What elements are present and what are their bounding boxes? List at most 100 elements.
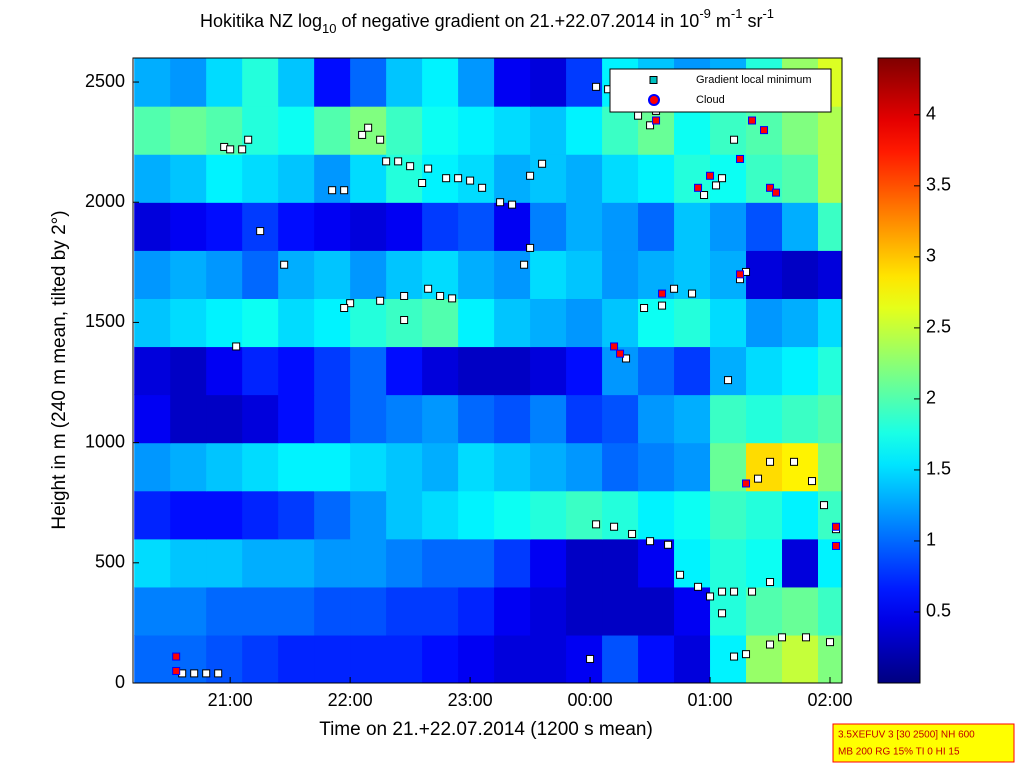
title-part: of negative gradient on 21.+22.07.2014 i… <box>337 11 700 31</box>
heat-cell <box>134 634 171 683</box>
legend-label: Gradient local minimum <box>696 74 812 86</box>
x-axis-label: Time on 21.+22.07.2014 (1200 s mean) <box>319 719 653 740</box>
heat-cell <box>566 634 603 683</box>
point <box>820 501 829 510</box>
point <box>340 304 349 312</box>
heat-cell <box>710 202 747 251</box>
heat-cell <box>494 442 531 492</box>
point <box>340 186 349 195</box>
heat-cell <box>602 202 639 251</box>
heat-cell <box>134 586 171 636</box>
point <box>832 522 841 531</box>
heat-cell <box>206 250 243 299</box>
heat-cell <box>566 586 603 636</box>
heat-cell <box>206 538 243 588</box>
heat-cell <box>674 346 711 396</box>
colorbar-tick-label: 1.5 <box>926 459 951 479</box>
plot-frame <box>132 57 843 684</box>
point <box>610 522 619 531</box>
heat-cell <box>782 250 819 299</box>
heat-cell <box>566 202 603 251</box>
x-tick-label: 23:00 <box>448 690 493 710</box>
point <box>778 633 787 642</box>
heatmap <box>134 58 842 683</box>
point <box>520 260 529 269</box>
heat-cell <box>422 442 459 492</box>
heat-cell <box>242 106 279 155</box>
heat-cell <box>386 394 423 444</box>
heat-cell <box>638 490 675 540</box>
heat-cell <box>170 106 207 155</box>
heat-cell <box>170 394 207 444</box>
point <box>394 157 403 166</box>
heat-cell <box>782 298 819 348</box>
heat-cell <box>674 106 711 155</box>
heat-cell <box>350 298 387 348</box>
heat-cell <box>458 202 495 251</box>
heat-cell <box>422 298 459 348</box>
heat-cell <box>782 106 819 155</box>
heat-cell <box>206 490 243 540</box>
heat-cell <box>710 394 747 444</box>
heat-cell <box>350 250 387 299</box>
heat-cell <box>638 154 675 203</box>
heat-cell <box>314 394 351 444</box>
heat-cell <box>674 394 711 444</box>
heat-cell <box>710 346 747 396</box>
point <box>742 650 751 659</box>
heat-cell <box>818 538 842 588</box>
point <box>190 669 199 678</box>
heat-cell <box>494 394 531 444</box>
heat-cell <box>530 586 567 636</box>
title-part: Hokitika NZ log <box>200 11 322 31</box>
heat-cell <box>278 538 315 588</box>
heat-cell <box>386 106 423 155</box>
heat-cell <box>710 106 747 155</box>
heat-cell <box>566 490 603 540</box>
heat-cell <box>638 346 675 396</box>
heat-cell <box>350 490 387 540</box>
point <box>754 474 763 483</box>
heat-cell <box>602 394 639 444</box>
point <box>766 640 775 649</box>
heat-cell <box>134 202 171 251</box>
heat-cell <box>530 298 567 348</box>
point <box>628 529 637 538</box>
heat-cell <box>134 442 171 492</box>
heat-cell <box>278 202 315 251</box>
heat-cell <box>530 394 567 444</box>
point <box>634 111 643 120</box>
x-tick-label: 22:00 <box>328 690 373 710</box>
heat-cell <box>314 154 351 203</box>
heat-cell <box>278 490 315 540</box>
title-part: sr <box>742 11 762 31</box>
point <box>244 135 253 144</box>
point <box>748 116 757 125</box>
heat-cell <box>746 442 783 492</box>
heat-cell <box>278 106 315 155</box>
heat-cell <box>494 106 531 155</box>
heat-cell <box>818 298 842 348</box>
point <box>466 176 475 185</box>
point <box>172 666 181 675</box>
heat-cell <box>386 586 423 636</box>
point <box>496 198 505 207</box>
heat-cell <box>350 442 387 492</box>
point <box>706 592 715 601</box>
heat-cell <box>422 538 459 588</box>
point <box>172 652 181 661</box>
point <box>382 157 391 166</box>
title-part: -1 <box>762 6 774 21</box>
heat-cell <box>386 538 423 588</box>
point <box>736 154 745 163</box>
annotation: MB 200 RG 15% TI 0 HI 15 <box>838 747 960 758</box>
point <box>586 654 595 663</box>
heat-cell <box>530 250 567 299</box>
point <box>826 638 835 647</box>
heat-cell <box>278 250 315 299</box>
point <box>766 183 775 192</box>
heat-cell <box>206 586 243 636</box>
heat-cell <box>242 538 279 588</box>
point <box>364 123 373 132</box>
heat-cell <box>566 538 603 588</box>
